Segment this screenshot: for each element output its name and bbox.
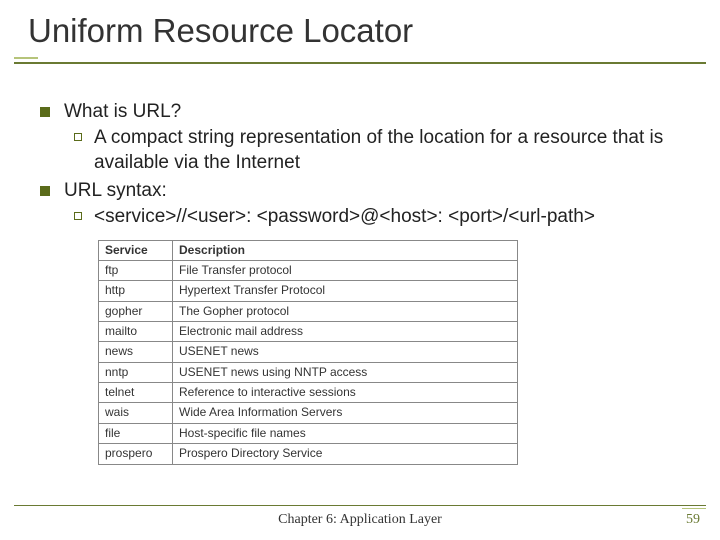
- table-row: gopherThe Gopher protocol: [99, 301, 518, 321]
- square-bullet-icon: [40, 186, 50, 196]
- sub-bullet-text: A compact string representation of the l…: [94, 126, 696, 175]
- table-cell: file: [99, 423, 173, 443]
- page-number: 59: [686, 512, 700, 528]
- table-row: telnetReference to interactive sessions: [99, 383, 518, 403]
- table-cell: Prospero Directory Service: [173, 444, 518, 464]
- table-row: ftpFile Transfer protocol: [99, 260, 518, 280]
- col-header: Description: [173, 240, 518, 260]
- table-cell: Reference to interactive sessions: [173, 383, 518, 403]
- body-content: What is URL? A compact string representa…: [40, 100, 696, 465]
- square-bullet-icon: [40, 107, 50, 117]
- table-row: newsUSENET news: [99, 342, 518, 362]
- table-row: prosperoProspero Directory Service: [99, 444, 518, 464]
- col-header: Service: [99, 240, 173, 260]
- table-cell: gopher: [99, 301, 173, 321]
- sub-bullet-item: A compact string representation of the l…: [74, 126, 696, 175]
- table-cell: USENET news: [173, 342, 518, 362]
- footer-text: Chapter 6: Application Layer: [0, 512, 720, 528]
- table-cell: Host-specific file names: [173, 423, 518, 443]
- bullet-text: What is URL?: [64, 100, 181, 124]
- table-row: nntpUSENET news using NNTP access: [99, 362, 518, 382]
- footer-rule: [14, 505, 706, 507]
- table-row: mailtoElectronic mail address: [99, 322, 518, 342]
- bullet-item: What is URL?: [40, 100, 696, 124]
- table-row: waisWide Area Information Servers: [99, 403, 518, 423]
- table-cell: news: [99, 342, 173, 362]
- sub-bullet-item: <service>//<user>: <password>@<host>: <p…: [74, 205, 696, 229]
- table-cell: Hypertext Transfer Protocol: [173, 281, 518, 301]
- title-underline: [14, 62, 706, 64]
- table-row: fileHost-specific file names: [99, 423, 518, 443]
- hollow-square-icon: [74, 212, 82, 220]
- table-cell: File Transfer protocol: [173, 260, 518, 280]
- table-row: httpHypertext Transfer Protocol: [99, 281, 518, 301]
- table-cell: prospero: [99, 444, 173, 464]
- page-title: Uniform Resource Locator: [28, 12, 692, 54]
- table-cell: ftp: [99, 260, 173, 280]
- services-table-wrap: Service Description ftpFile Transfer pro…: [98, 240, 518, 465]
- table-cell: telnet: [99, 383, 173, 403]
- table-cell: USENET news using NNTP access: [173, 362, 518, 382]
- sub-bullet-text: <service>//<user>: <password>@<host>: <p…: [94, 205, 595, 229]
- table-cell: http: [99, 281, 173, 301]
- table-cell: nntp: [99, 362, 173, 382]
- table-cell: Electronic mail address: [173, 322, 518, 342]
- bullet-item: URL syntax:: [40, 179, 696, 203]
- table-cell: mailto: [99, 322, 173, 342]
- table-cell: wais: [99, 403, 173, 423]
- table-cell: The Gopher protocol: [173, 301, 518, 321]
- bullet-text: URL syntax:: [64, 179, 167, 203]
- hollow-square-icon: [74, 133, 82, 141]
- services-table: Service Description ftpFile Transfer pro…: [98, 240, 518, 465]
- table-header-row: Service Description: [99, 240, 518, 260]
- table-cell: Wide Area Information Servers: [173, 403, 518, 423]
